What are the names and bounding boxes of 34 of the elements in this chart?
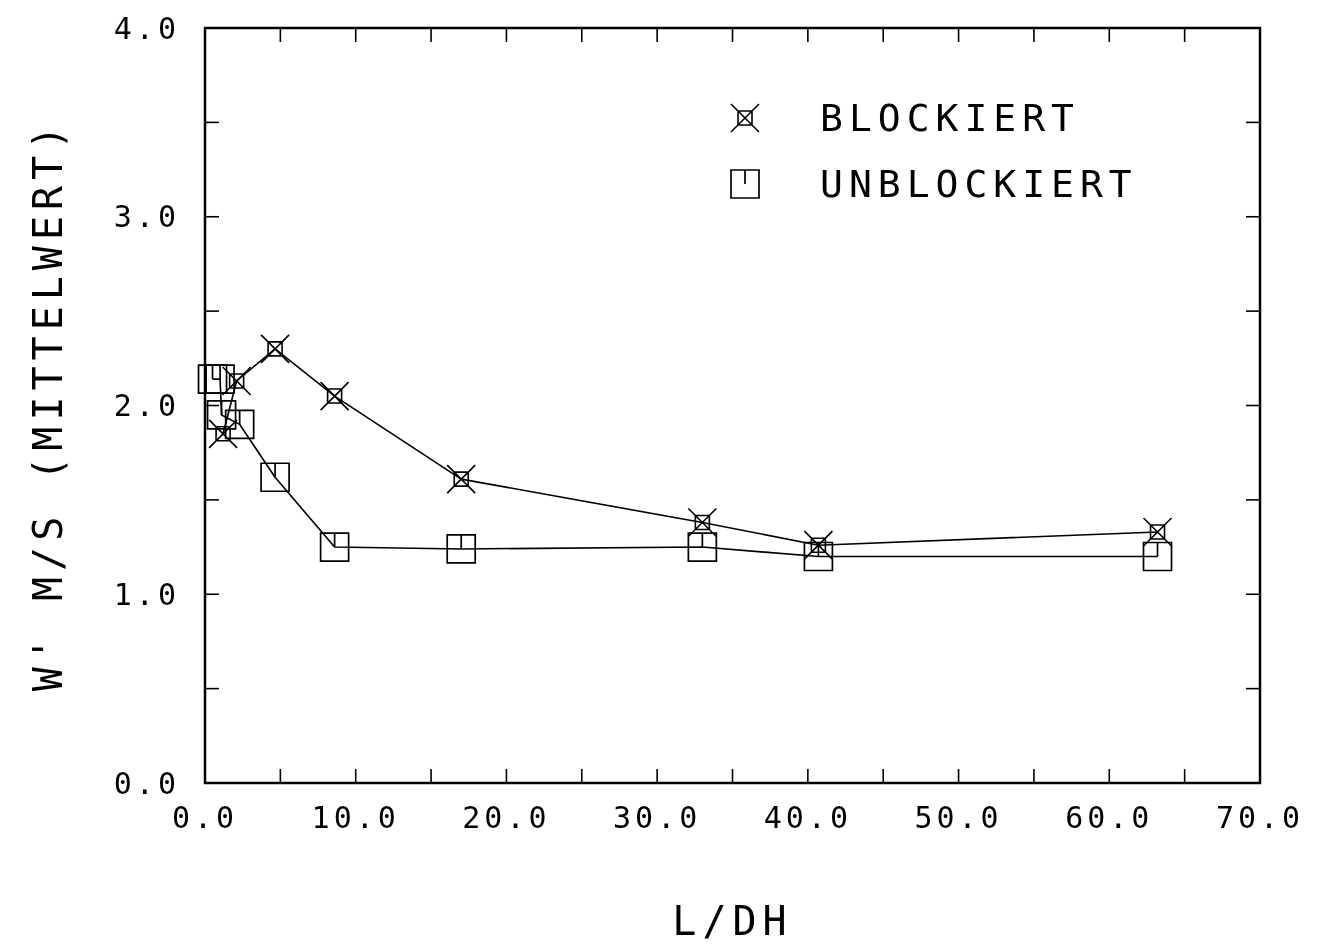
x-tick-label: 40.0 [763, 800, 852, 835]
point [803, 541, 834, 572]
x-tick-label: 10.0 [311, 800, 400, 835]
x-axis-title: L/DH [672, 898, 793, 944]
x-tick-label: 0.0 [171, 800, 239, 835]
point [687, 532, 718, 562]
point [224, 409, 255, 440]
y-tick-label: 2.0 [113, 388, 180, 423]
point [687, 507, 718, 538]
legend-label: BLOCKIERT [820, 96, 1080, 141]
point [319, 532, 350, 562]
point [803, 530, 834, 560]
y-tick-label: 1.0 [113, 576, 180, 612]
point [197, 364, 228, 394]
point [446, 534, 477, 564]
x-tick-label: 70.0 [1215, 800, 1305, 835]
point [446, 464, 477, 494]
point [260, 462, 290, 493]
y-tick-label: 0.0 [113, 765, 180, 801]
x-tick-label: 50.0 [914, 800, 1003, 835]
point [221, 366, 252, 396]
y-tick-label: 3.0 [113, 199, 180, 235]
point [208, 419, 238, 449]
point [1142, 541, 1173, 572]
legend-label: UNBLOCKIERT [820, 162, 1138, 207]
point [319, 381, 350, 411]
y-tick-label: 4.0 [113, 10, 180, 46]
x-tick-label: 60.0 [1065, 800, 1154, 835]
point [1142, 517, 1173, 547]
x-tick-label: 30.0 [613, 800, 702, 835]
y-axis-title: W' M/S (MITTELWERT) [25, 119, 71, 692]
point [206, 400, 237, 430]
x-tick-label: 20.0 [462, 800, 551, 835]
point [260, 334, 290, 364]
